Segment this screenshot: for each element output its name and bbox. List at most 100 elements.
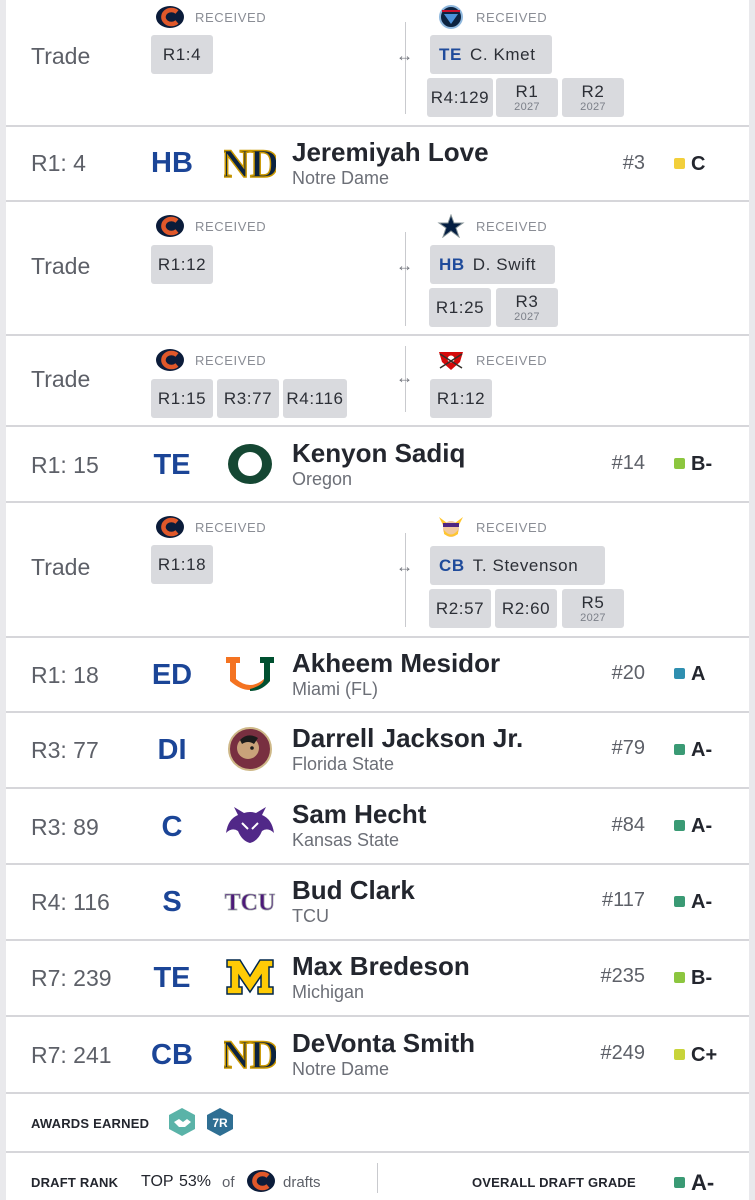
svg-text:ND: ND <box>224 141 276 186</box>
row-divider <box>6 711 749 713</box>
notre-dame-logo: ND <box>224 1031 276 1077</box>
pick-grade: B- <box>691 967 713 989</box>
traded-pick-chip[interactable]: R1:4 <box>151 35 213 74</box>
player-rank: #20 <box>611 662 645 684</box>
grade-indicator <box>674 972 685 983</box>
vikings-logo <box>439 517 463 537</box>
player-position: ED <box>151 659 193 691</box>
row-divider <box>6 939 749 941</box>
footer-divider <box>377 1163 378 1193</box>
player-name: Darrell Jackson Jr. <box>292 723 524 753</box>
future-pick-chip[interactable]: R5 2027 <box>562 589 624 628</box>
pick-number: R3: 77 <box>31 737 99 763</box>
received-header-right: RECEIVED <box>436 348 547 372</box>
received-header-left: RECEIVED <box>155 5 266 29</box>
rank-percent: 53% <box>179 1173 212 1190</box>
future-pick-chip[interactable]: R1 2027 <box>496 78 558 117</box>
player-position: HB <box>151 147 193 179</box>
received-header-left: RECEIVED <box>155 348 266 372</box>
notre-dame-logo: ND <box>224 140 276 186</box>
traded-pick-chip[interactable]: R2:57 <box>429 589 491 628</box>
received-header-left: RECEIVED <box>155 515 266 539</box>
trade-label: Trade <box>31 253 91 279</box>
row-divider <box>6 1015 749 1017</box>
miami-logo <box>226 657 274 691</box>
pick-round: R5 <box>581 592 605 612</box>
traded-pick-chip[interactable]: R4:129 <box>427 78 493 117</box>
player-school: Florida State <box>292 754 395 774</box>
received-label: RECEIVED <box>476 9 548 25</box>
received-label: RECEIVED <box>476 519 548 535</box>
player-position: C <box>161 811 183 843</box>
pick-number: R3: 89 <box>31 814 99 840</box>
pick-grade: C <box>691 153 706 175</box>
7r-award-icon[interactable]: 7R <box>205 1107 235 1137</box>
player-position: CB <box>439 555 465 575</box>
awards-earned-label: AWARDS EARNED <box>31 1116 150 1131</box>
trade-label: Trade <box>31 43 91 69</box>
received-label: RECEIVED <box>195 519 267 535</box>
trade-label: Trade <box>31 366 91 392</box>
received-header-right: RECEIVED <box>436 5 547 29</box>
player-name: Bud Clark <box>292 875 415 905</box>
overall-grade-indicator <box>674 1177 685 1188</box>
pick-number: R1: 4 <box>31 150 86 176</box>
grade-indicator <box>674 896 685 907</box>
traded-pick-chip[interactable]: R1:15 <box>151 379 213 418</box>
traded-player-chip[interactable]: CB T. Stevenson <box>430 546 605 585</box>
handshake-award-icon[interactable] <box>167 1107 197 1137</box>
trade-divider <box>405 22 406 114</box>
traded-pick-chip[interactable]: R1:18 <box>151 545 213 584</box>
traded-pick-chip[interactable]: R4:116 <box>283 379 347 418</box>
rank-of: of <box>222 1174 235 1191</box>
player-position: DI <box>157 734 187 766</box>
pick-year: 2027 <box>580 611 606 624</box>
row-divider <box>6 425 749 427</box>
future-pick-chip[interactable]: R3 2027 <box>496 288 558 327</box>
trade-divider <box>405 232 406 326</box>
traded-pick-chip[interactable]: R1:25 <box>429 288 491 327</box>
florida-state-logo <box>228 727 272 771</box>
rank-prefix: TOP <box>141 1173 174 1190</box>
player-school: Miami (FL) <box>292 679 378 699</box>
pick-number: R7: 239 <box>31 965 112 991</box>
traded-pick-chip[interactable]: R1:12 <box>430 379 492 418</box>
player-position: TE <box>153 962 191 994</box>
oregon-logo <box>228 444 272 484</box>
svg-text:ND: ND <box>224 1032 276 1077</box>
player-name: Kenyon Sadiq <box>292 438 466 468</box>
bears-logo <box>156 6 184 28</box>
pick-number: R1: 18 <box>31 662 99 688</box>
player-name: Max Bredeson <box>292 951 470 981</box>
swap-icon: ↔ <box>396 368 413 387</box>
player-school: TCU <box>292 906 329 926</box>
player-rank: #235 <box>600 965 646 987</box>
grade-indicator <box>674 458 685 469</box>
tcu-logo: TCU <box>224 890 276 917</box>
bears-logo <box>247 1170 275 1192</box>
pick-grade: A <box>691 663 706 685</box>
traded-pick-chip[interactable]: R1:12 <box>151 245 213 284</box>
player-school: Kansas State <box>292 830 400 850</box>
grade-indicator <box>674 1049 685 1060</box>
traded-player-chip[interactable]: TE C. Kmet <box>430 35 552 74</box>
trade-label: Trade <box>31 554 91 580</box>
traded-pick-chip[interactable]: R3:77 <box>217 379 279 418</box>
overall-grade-label: OVERALL DRAFT GRADE <box>472 1175 636 1190</box>
swap-icon: ↔ <box>396 256 413 275</box>
player-position: TE <box>153 449 191 481</box>
player-name: T. Stevenson <box>472 555 579 575</box>
received-label: RECEIVED <box>476 352 548 368</box>
pick-year: 2027 <box>580 100 606 113</box>
player-name: Jeremiyah Love <box>292 137 489 167</box>
player-name: C. Kmet <box>469 44 536 64</box>
row-divider <box>6 1151 749 1153</box>
row-divider <box>6 1092 749 1094</box>
traded-player-chip[interactable]: HB D. Swift <box>430 245 555 284</box>
pick-round: R1 <box>515 81 539 101</box>
future-pick-chip[interactable]: R2 2027 <box>562 78 624 117</box>
traded-pick-chip[interactable]: R2:60 <box>495 589 557 628</box>
player-school: Michigan <box>292 982 365 1002</box>
buccaneers-logo <box>439 352 463 370</box>
svg-text:TCU: TCU <box>225 890 276 916</box>
